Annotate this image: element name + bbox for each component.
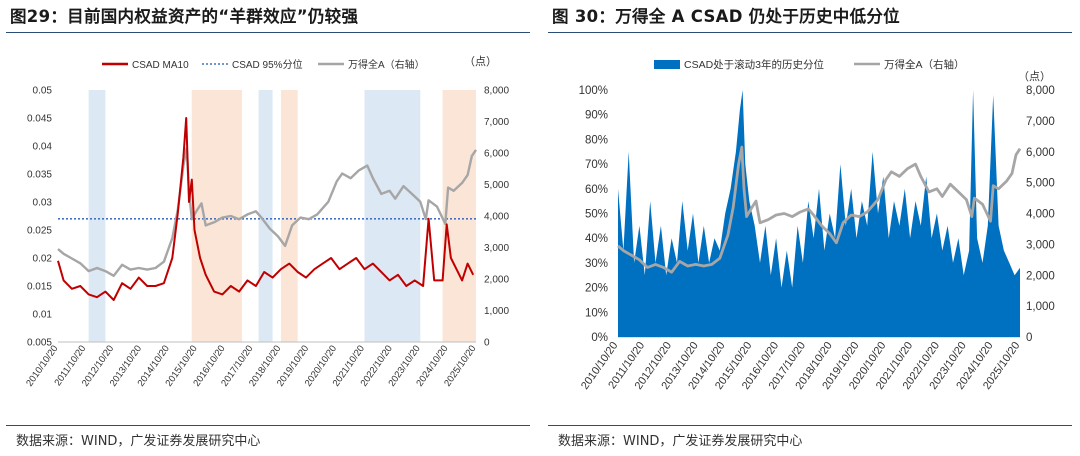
shaded-period-orange [442, 90, 476, 342]
left-tick-label: 0.02 [33, 254, 53, 265]
figure-29-title: 图29：目前国内权益资产的“羊群效应”仍较强 [10, 7, 359, 26]
left-axis-ticks: 0.005 0.01 0.015 0.02 0.025 0.03 0.035 0.04 0.04… [27, 86, 52, 349]
x-axis-ticks: 2010/10/202011/10/202012/10/202013/10/20… [24, 343, 478, 388]
right-tick-label: 3,000 [1026, 239, 1055, 251]
source-note: 数据来源：WIND，广发证券发展研究中心 [16, 434, 261, 449]
right-tick-label: 8,000 [1026, 85, 1055, 97]
shaded-period-blue [88, 90, 106, 342]
left-tick-label: 60% [585, 184, 608, 196]
left-tick-label: 40% [585, 233, 608, 245]
left-tick-label: 80% [585, 134, 608, 146]
source-note: 数据来源：WIND，广发证券发展研究中心 [558, 434, 803, 449]
right-tick-label: 7,000 [484, 117, 509, 128]
right-tick-label: 8,000 [484, 86, 509, 97]
csad-herding-chart: 0.005 0.01 0.015 0.02 0.025 0.03 0.035 0.04 0.04… [24, 55, 509, 389]
left-tick-label: 20% [585, 283, 608, 295]
left-tick-label: 0.045 [27, 114, 52, 125]
left-tick-label: 0.01 [33, 310, 53, 321]
left-tick-label: 100% [579, 85, 608, 97]
legend: CSAD MA10 CSAD 95%分位 万得全A（右轴） [102, 58, 425, 71]
shaded-periods [88, 90, 476, 342]
legend-label-csad-95: CSAD 95%分位 [232, 58, 303, 71]
legend-label-csad-ma10: CSAD MA10 [132, 60, 189, 71]
right-tick-label: 6,000 [1026, 147, 1055, 159]
right-tick-label: 6,000 [484, 149, 509, 160]
right-tick-label: 0 [1026, 332, 1032, 344]
left-tick-label: 0.025 [27, 226, 52, 237]
legend-swatch-csad-percentile [654, 60, 680, 69]
left-tick-label: 30% [585, 258, 608, 270]
percentile-area [618, 90, 1020, 337]
left-tick-label: 10% [585, 307, 608, 319]
right-tick-label: 4,000 [484, 212, 509, 223]
legend: CSAD处于滚动3年的历史分位 万得全A（右轴） [654, 58, 965, 71]
left-tick-label: 50% [585, 209, 608, 221]
left-tick-label: 0.015 [27, 282, 52, 293]
series-csad-ma10 [57, 117, 475, 301]
title-rule [548, 32, 1072, 33]
series-wind-all-a [617, 145, 1022, 274]
source-rule [548, 425, 1072, 426]
right-tick-label: 5,000 [1026, 178, 1055, 190]
legend-label-wind-all-a: 万得全A（右轴） [884, 58, 965, 71]
left-tick-label: 90% [585, 110, 608, 122]
x-axis-ticks: 2010/10/202011/10/202012/10/202013/10/20… [579, 340, 1022, 392]
left-tick-label: 0.005 [27, 338, 52, 349]
left-tick-label: 0.03 [33, 198, 53, 209]
legend-label-csad-percentile: CSAD处于滚动3年的历史分位 [684, 58, 825, 71]
right-axis-unit: （点） [1018, 70, 1051, 83]
right-axis-ticks: 0 1,000 2,000 3,000 4,000 5,000 6,000 7,000 8,00… [484, 86, 509, 349]
right-tick-label: 1,000 [484, 306, 509, 317]
title-rule [6, 32, 530, 33]
data-lines [617, 145, 1022, 274]
figure-30-title: 图 30：万得全 A CSAD 仍处于历史中低分位 [552, 7, 900, 26]
right-axis-unit: （点） [464, 55, 497, 68]
figure-29-panel: 图29：目前国内权益资产的“羊群效应”仍较强 0.005 0.01 0.015 0.0… [6, 0, 534, 456]
right-tick-label: 4,000 [1026, 209, 1055, 221]
shaded-period-blue [258, 90, 273, 342]
series-csad-percentile-area [618, 90, 1020, 337]
left-tick-label: 0% [591, 332, 608, 344]
right-tick-label: 2,000 [484, 275, 509, 286]
right-tick-label: 7,000 [1026, 116, 1055, 128]
right-tick-label: 2,000 [1026, 270, 1055, 282]
left-tick-label: 0.04 [33, 142, 53, 153]
right-tick-label: 5,000 [484, 180, 509, 191]
source-rule [6, 425, 530, 426]
series-wind-all-a [57, 147, 477, 278]
shaded-period-orange [280, 90, 298, 342]
shaded-period-orange [191, 90, 242, 342]
csad-percentile-chart: 0% 10% 20% 30% 40% 50% 60% 70% 80% 90% 100% 0 1,000… [579, 58, 1055, 392]
left-axis-ticks: 0% 10% 20% 30% 40% 50% 60% 70% 80% 90% 100% [579, 85, 608, 344]
right-tick-label: 1,000 [1026, 301, 1055, 313]
left-tick-label: 0.05 [33, 86, 53, 97]
left-tick-label: 70% [585, 159, 608, 171]
right-tick-label: 0 [484, 338, 490, 349]
left-tick-label: 0.035 [27, 170, 52, 181]
legend-label-wind-all-a: 万得全A（右轴） [348, 58, 425, 71]
right-tick-label: 3,000 [484, 243, 509, 254]
right-axis-ticks: 0 1,000 2,000 3,000 4,000 5,000 6,000 7,000 8,00… [1026, 85, 1055, 344]
data-lines [57, 117, 477, 301]
figure-30-panel: 图 30：万得全 A CSAD 仍处于历史中低分位 0% 10% 20% 30% 40%… [548, 0, 1076, 456]
shaded-period-blue [364, 90, 421, 342]
